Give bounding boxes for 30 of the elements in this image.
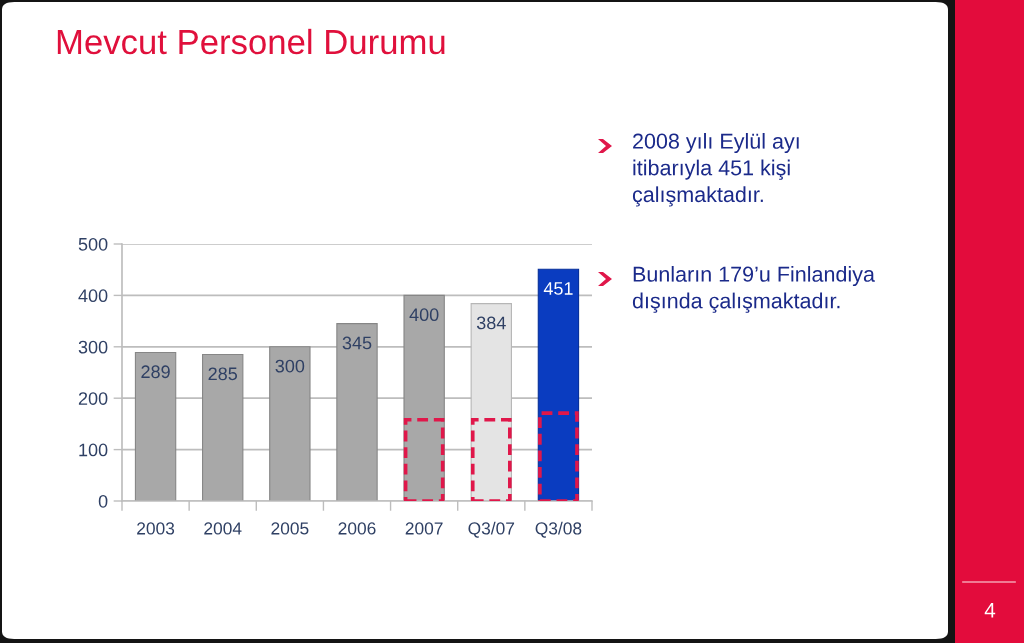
y-tick-label: 300	[78, 340, 108, 354]
y-tick-label: 400	[78, 289, 108, 303]
y-tick-label: 100	[79, 443, 108, 457]
bar	[537, 268, 580, 501]
text: 2008 yılı Eylül ayı itibarıyla 451 kişi çalışmaktadır.	[632, 133, 799, 207]
x-tick-label: 2004	[204, 522, 242, 535]
y-tick-label: 200	[78, 392, 108, 405]
data-label: 400	[409, 308, 439, 322]
bar	[134, 351, 177, 501]
y-tick-label: 500	[78, 237, 108, 251]
data-label: 451	[543, 282, 573, 295]
x-tick-label: 2007	[405, 522, 443, 535]
text: 4	[984, 603, 996, 618]
x-tick-label: Q3/07	[468, 521, 515, 538]
data-label: 289	[141, 365, 170, 379]
bar	[269, 346, 311, 501]
x-tick-label: 2006	[338, 522, 376, 535]
bar	[202, 353, 244, 501]
data-label: 300	[275, 359, 305, 373]
data-label: 285	[208, 367, 238, 381]
x-tick-label: 2005	[271, 522, 309, 535]
data-label: 384	[476, 316, 506, 330]
bar	[336, 323, 378, 501]
x-tick-label: 2003	[137, 522, 175, 535]
chart-title: Mevcut Personel Durumu	[57, 28, 445, 55]
data-label: 345	[342, 336, 372, 350]
y-tick-label: 0	[98, 494, 108, 508]
text: Bunların 179’u Finlandiya dışında çalışmaktadır.	[632, 266, 875, 313]
x-tick-label: Q3/08	[535, 521, 582, 538]
bar	[403, 294, 445, 501]
